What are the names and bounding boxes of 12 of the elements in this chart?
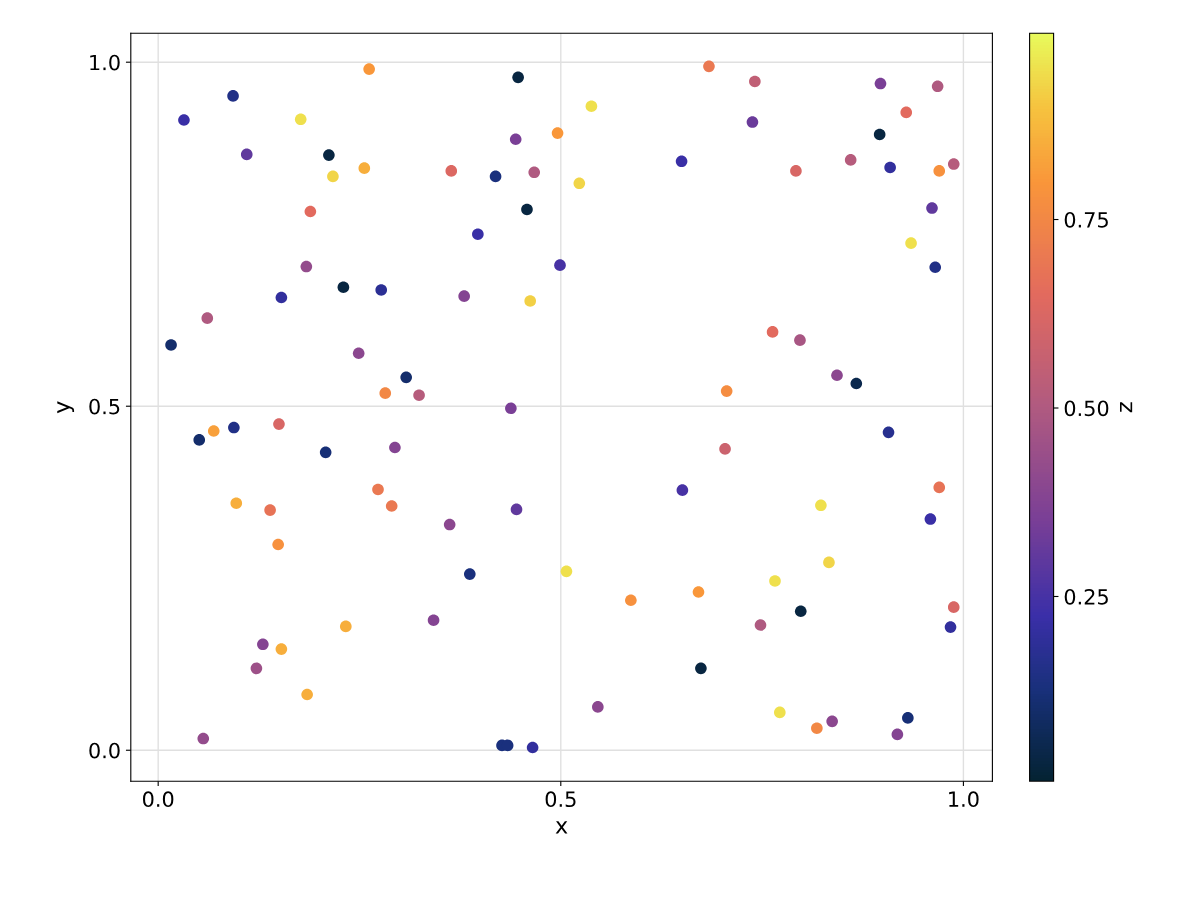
- y-tick-label: 0.5: [89, 398, 120, 415]
- color-bar-label: 0.25: [1064, 588, 1108, 605]
- y-tick-label: 1.0: [90, 54, 120, 71]
- y-tick-label: 0.0: [89, 742, 120, 759]
- color-bar-label: 0.75: [1064, 211, 1108, 228]
- x-tick-label: 0.0: [142, 791, 174, 808]
- x-tick-label: 1.0: [949, 791, 979, 808]
- color-bar-title: z: [1120, 402, 1133, 413]
- x-axis-title: x: [555, 821, 568, 834]
- x-tick-label: 0.5: [545, 791, 576, 808]
- color-bar-label: 0.50: [1064, 400, 1109, 417]
- y-axis-title: y: [57, 401, 75, 414]
